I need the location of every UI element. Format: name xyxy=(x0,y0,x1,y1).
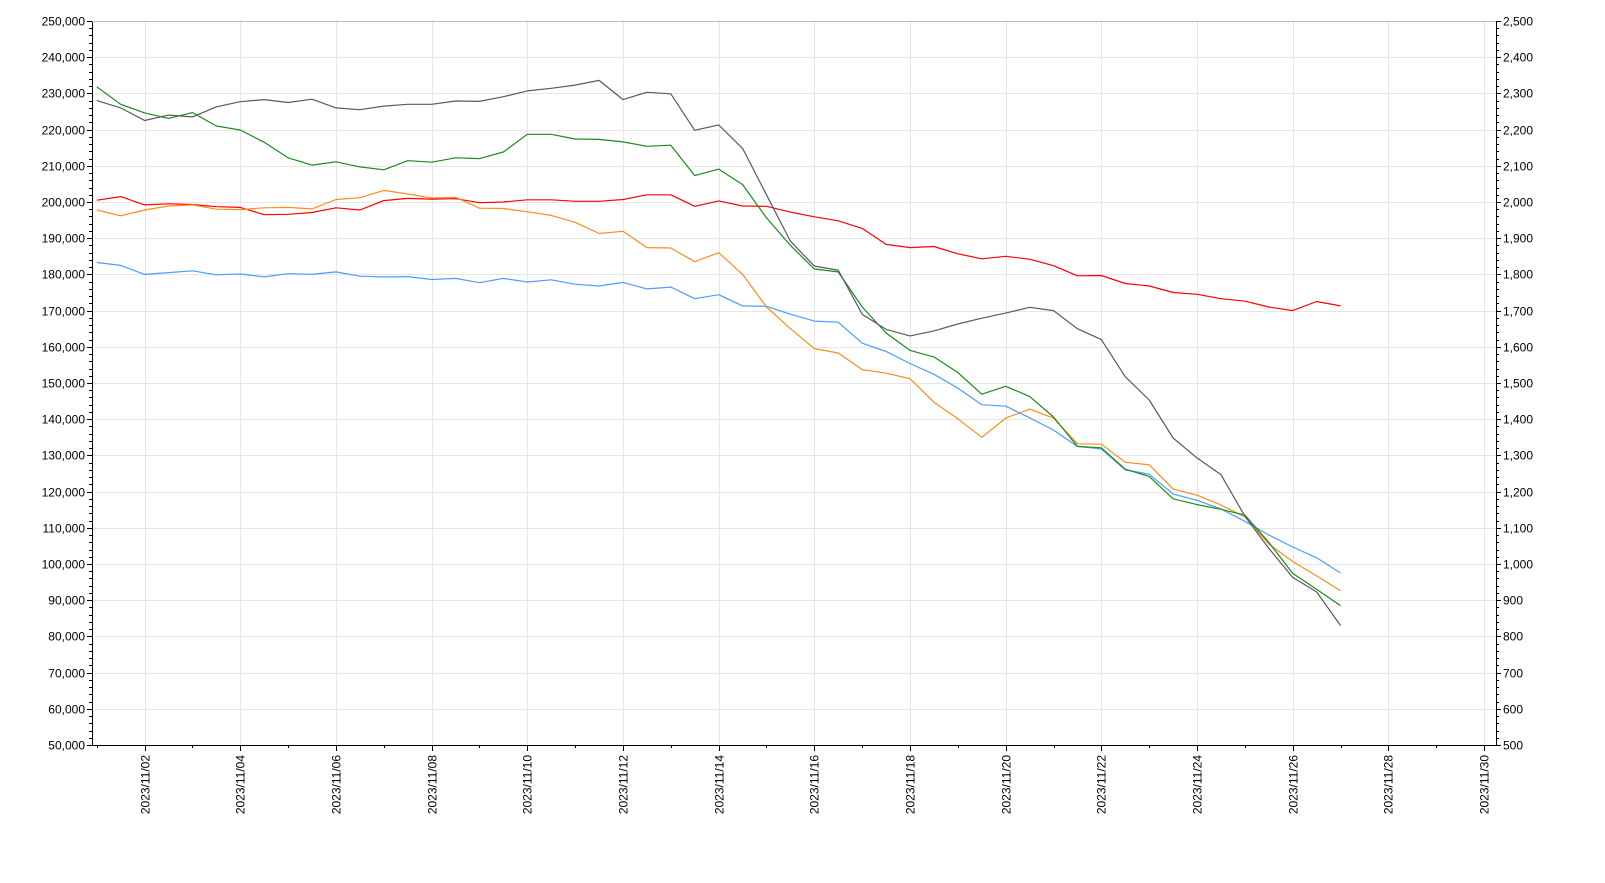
axes-layer xyxy=(87,21,1501,751)
x-tick-label: 2023/11/08 xyxy=(426,755,440,814)
y2-tick-label: 1,200 xyxy=(1503,486,1533,500)
y2-tick-label: 1,900 xyxy=(1503,232,1533,246)
y2-tick-label: 800 xyxy=(1503,630,1523,644)
y-tick-label: 200,000 xyxy=(42,196,86,210)
y-tick-label: 250,000 xyxy=(42,15,86,29)
y2-tick-label: 900 xyxy=(1503,594,1523,608)
y2-tick-label: 500 xyxy=(1503,739,1523,753)
y-tick-label: 110,000 xyxy=(43,522,86,536)
y-tick-label: 70,000 xyxy=(48,667,85,681)
y2-tick-label: 700 xyxy=(1503,667,1523,681)
series-layer xyxy=(96,79,1341,626)
x-tick-label: 2023/11/12 xyxy=(617,755,631,814)
y2-tick-label: 600 xyxy=(1503,703,1523,717)
y-tick-label: 150,000 xyxy=(42,377,86,391)
series-line-5 xyxy=(96,79,1341,626)
y2-tick-label: 1,000 xyxy=(1503,558,1533,572)
series-line-1 xyxy=(96,194,1341,312)
y2-tick-label: 2,100 xyxy=(1503,160,1533,174)
y-tick-label: 60,000 xyxy=(48,703,85,717)
x-tick-label: 2023/11/30 xyxy=(1478,755,1492,814)
y2-tick-label: 1,700 xyxy=(1503,305,1533,319)
y-tick-label: 160,000 xyxy=(42,341,86,355)
y-tick-label: 130,000 xyxy=(42,449,86,463)
y2-tick-label: 1,100 xyxy=(1503,522,1533,536)
y-tick-label: 220,000 xyxy=(42,124,86,138)
y2-tick-label: 2,400 xyxy=(1503,51,1533,65)
y-tick-label: 210,000 xyxy=(42,160,86,174)
y-tick-label: 190,000 xyxy=(42,232,86,246)
x-tick-label: 2023/11/26 xyxy=(1287,755,1301,814)
y2-tick-label: 2,500 xyxy=(1503,15,1533,29)
x-tick-label: 2023/11/04 xyxy=(234,755,248,814)
series-line-2 xyxy=(96,189,1341,592)
y-tick-label: 140,000 xyxy=(42,413,86,427)
y2-tick-label: 1,600 xyxy=(1503,341,1533,355)
y-tick-label: 180,000 xyxy=(42,268,86,282)
y-tick-label: 230,000 xyxy=(42,87,86,101)
y2-tick-label: 2,000 xyxy=(1503,196,1533,210)
y-tick-label: 120,000 xyxy=(42,486,86,500)
y-tick-label: 240,000 xyxy=(42,51,86,65)
x-tick-label: 2023/11/10 xyxy=(521,755,535,814)
y-tick-label: 80,000 xyxy=(48,630,85,644)
y2-tick-label: 1,500 xyxy=(1503,377,1533,391)
y2-tick-label: 1,800 xyxy=(1503,268,1533,282)
y-tick-label: 90,000 xyxy=(48,594,85,608)
x-tick-label: 2023/11/06 xyxy=(330,755,344,814)
x-tick-label: 2023/11/28 xyxy=(1382,755,1396,814)
y-tick-label: 100,000 xyxy=(42,558,86,572)
x-tick-label: 2023/11/02 xyxy=(139,755,153,814)
series-line-4 xyxy=(96,86,1341,607)
series-line-3 xyxy=(96,261,1341,574)
y2-tick-label: 2,300 xyxy=(1503,87,1533,101)
x-tick-label: 2023/11/18 xyxy=(904,755,918,814)
x-tick-label: 2023/11/22 xyxy=(1095,755,1109,814)
y-tick-label: 170,000 xyxy=(42,305,86,319)
grid-layer xyxy=(92,21,1496,745)
x-tick-label: 2023/11/16 xyxy=(808,755,822,814)
y-tick-label: 50,000 xyxy=(48,739,85,753)
y2-tick-label: 1,400 xyxy=(1503,413,1533,427)
y2-tick-label: 2,200 xyxy=(1503,124,1533,138)
x-tick-label: 2023/11/20 xyxy=(1000,755,1014,814)
x-tick-label: 2023/11/14 xyxy=(713,755,727,814)
labels-layer: 50,000 60,000 70,000 80,000 90,000 100,000 110… xyxy=(42,15,1534,815)
x-tick-label: 2023/11/24 xyxy=(1191,755,1205,814)
y2-tick-label: 1,300 xyxy=(1503,449,1533,463)
